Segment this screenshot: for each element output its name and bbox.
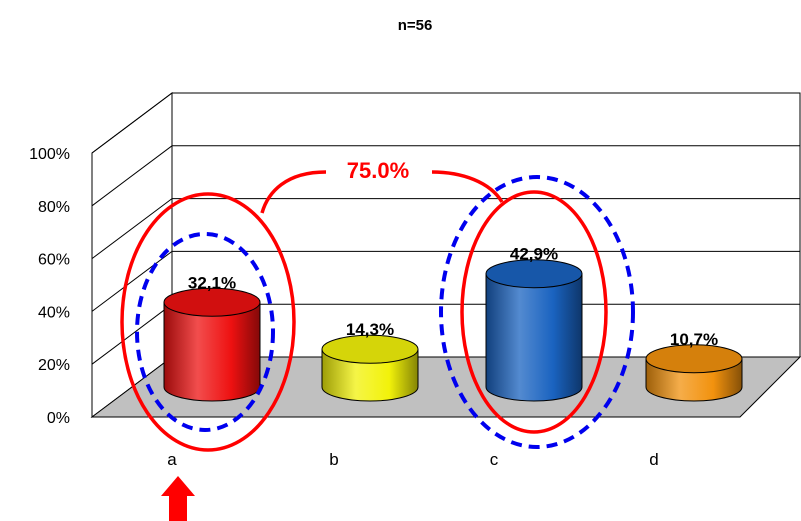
highlight-ellipse-a	[120, 192, 296, 452]
connector-left	[260, 170, 327, 214]
dashed-ellipse-a	[135, 232, 275, 432]
data-label: 10,7%	[670, 330, 718, 349]
bar-a	[163, 287, 261, 402]
dashed-ellipse-c	[439, 175, 635, 449]
x-category-label: d	[649, 450, 658, 469]
y-tick-label: 40%	[38, 304, 70, 321]
y-tick-label: 20%	[38, 357, 70, 374]
annotation-label: 75.0%	[347, 158, 409, 183]
x-category-label: b	[329, 450, 338, 469]
y-tick-label: 60%	[38, 252, 70, 269]
x-category-label: c	[490, 450, 499, 469]
chart-title: n=56	[398, 17, 433, 34]
gridline-side	[91, 145, 173, 207]
gridline-side	[91, 303, 173, 365]
x-category-label: a	[167, 450, 177, 469]
bar-c	[485, 259, 583, 402]
y-axis-ticks: 0% 20% 40% 60% 80% 100%	[29, 146, 70, 427]
gridline-side	[91, 198, 173, 260]
data-label: 32,1%	[188, 273, 236, 292]
bar-top	[163, 287, 261, 317]
gridline-side	[91, 92, 173, 154]
highlight-ellipse-c	[460, 190, 608, 434]
data-label: 42,9%	[510, 245, 558, 264]
y-tick-label: 80%	[38, 199, 70, 216]
data-labels: 32,1% 14,3% 42,9% 10,7%	[188, 245, 718, 349]
connector-right	[431, 170, 504, 203]
bar-body	[485, 273, 583, 402]
bar-top	[321, 334, 419, 364]
bar-top	[485, 259, 583, 289]
bar-body	[163, 301, 261, 402]
pointer-arrow-icon	[161, 476, 195, 521]
data-label: 14,3%	[346, 320, 394, 339]
annotations: 75.0%	[120, 158, 635, 521]
bar-b	[321, 334, 419, 402]
bar-top	[645, 344, 743, 374]
bar-d	[645, 344, 743, 402]
y-tick-label: 100%	[29, 146, 70, 163]
bar-body	[321, 348, 419, 402]
gridline-side	[91, 250, 173, 312]
y-tick-label: 0%	[47, 410, 70, 427]
bars	[163, 259, 743, 402]
x-axis-categories: a b c d	[167, 450, 658, 469]
